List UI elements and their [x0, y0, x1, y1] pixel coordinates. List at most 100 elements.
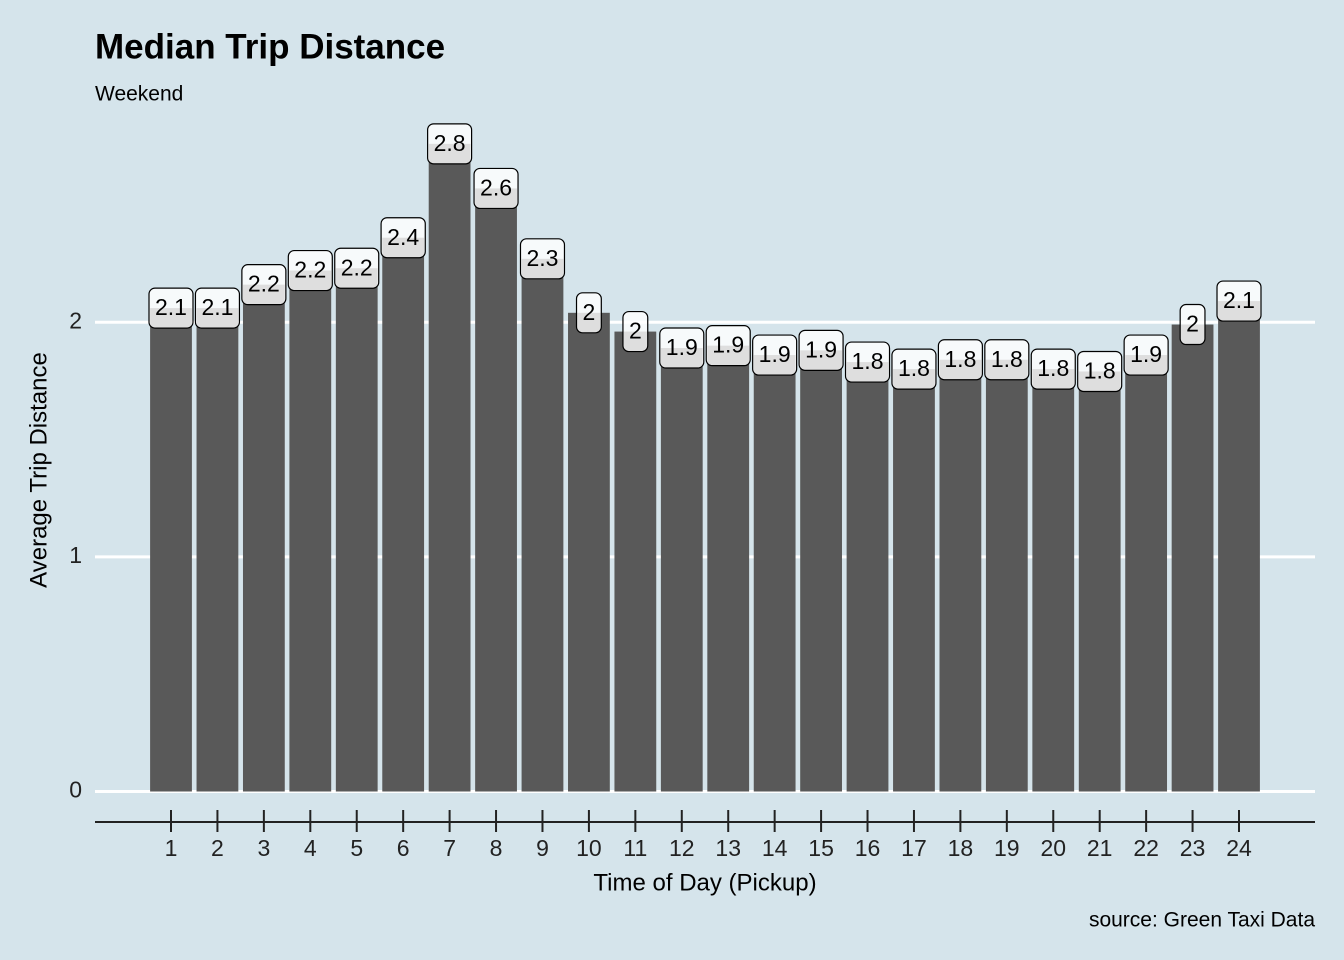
x-tick-label: 7 [443, 835, 456, 861]
value-label-box [575, 292, 602, 334]
value-label-box [891, 348, 937, 390]
value-label-box [334, 247, 380, 289]
bar [614, 331, 657, 792]
value-label-box [984, 339, 1030, 381]
bar [939, 359, 982, 792]
value-label-box [287, 249, 333, 292]
value-label: 1.8 [852, 348, 884, 374]
bar [846, 362, 889, 792]
value-label: 2 [583, 299, 596, 325]
value-label-box [519, 238, 566, 280]
bar [985, 359, 1028, 792]
x-tick-label: 21 [1087, 835, 1113, 861]
value-label-box [1216, 280, 1262, 322]
bar [893, 369, 935, 792]
y-tick-label: 2 [69, 307, 82, 333]
x-tick-label: 14 [762, 835, 788, 861]
x-tick-label: 11 [623, 835, 647, 861]
value-label-box [937, 339, 983, 381]
value-label-box [1179, 303, 1206, 346]
x-tick-label: 13 [715, 835, 741, 861]
bar [1171, 324, 1214, 792]
bar [475, 188, 517, 792]
value-label: 2.6 [480, 175, 512, 201]
value-label-box [705, 325, 751, 367]
x-tick-label: 22 [1133, 835, 1159, 861]
x-tick-label: 5 [350, 835, 363, 861]
value-label: 1.8 [898, 355, 930, 381]
bar [707, 345, 750, 792]
x-tick-label: 18 [948, 835, 974, 861]
value-label-box [427, 123, 473, 165]
value-label: 1.8 [944, 346, 976, 372]
x-tick-label: 4 [304, 835, 317, 861]
bar [196, 308, 239, 792]
value-label: 1.8 [1084, 358, 1116, 384]
value-label: 2.1 [155, 294, 187, 320]
x-tick-label: 23 [1180, 835, 1206, 861]
bar [1125, 355, 1168, 792]
value-label: 1.9 [712, 332, 744, 358]
x-tick-label: 16 [855, 835, 881, 861]
y-axis-title: Average Trip Distance [25, 352, 52, 588]
x-tick-label: 15 [808, 835, 834, 861]
bar [335, 268, 378, 792]
value-label: 2.1 [1223, 287, 1255, 313]
x-tick-label: 17 [901, 835, 927, 861]
value-label: 2.3 [526, 245, 558, 271]
value-label-box [1123, 334, 1169, 376]
value-label-box [473, 167, 519, 210]
value-label-box [1030, 348, 1076, 390]
value-label-box [1077, 350, 1123, 393]
value-label: 2.2 [294, 257, 326, 283]
value-label: 2.4 [387, 224, 419, 250]
bar [521, 258, 564, 792]
caption: source: Green Taxi Data [1089, 909, 1315, 932]
value-label-box [752, 334, 798, 376]
y-tick-label: 0 [69, 777, 82, 803]
bar [242, 284, 285, 792]
bar [1218, 301, 1260, 792]
x-axis-title: Time of Day (Pickup) [593, 869, 816, 896]
x-tick-label: 10 [576, 835, 602, 861]
value-label-box [798, 329, 844, 371]
x-tick-label: 3 [257, 835, 270, 861]
chart-title: Median Trip Distance [95, 27, 445, 66]
bar [568, 312, 610, 792]
bar [1032, 369, 1075, 792]
value-label-box [194, 287, 241, 329]
x-tick-label: 6 [397, 835, 410, 861]
value-label: 1.9 [666, 334, 698, 360]
bar [1078, 371, 1121, 792]
x-tick-label: 12 [669, 835, 695, 861]
chart-subtitle: Weekend [95, 83, 183, 106]
bar [150, 308, 192, 792]
x-tick-label: 1 [165, 835, 178, 861]
bar [382, 237, 425, 792]
value-label-box [844, 341, 891, 383]
value-label-box [380, 217, 426, 259]
value-label: 1.9 [759, 341, 791, 367]
value-label: 1.9 [805, 336, 837, 362]
value-label-box [659, 327, 705, 369]
value-label: 1.8 [991, 346, 1023, 372]
bar [800, 350, 842, 792]
value-label-box [148, 287, 194, 329]
x-tick-label: 24 [1226, 835, 1252, 861]
x-tick-label: 19 [994, 835, 1020, 861]
bar [660, 348, 703, 792]
value-label-box [622, 310, 649, 353]
x-tick-label: 2 [211, 835, 224, 861]
x-tick-label: 9 [536, 835, 549, 861]
value-label: 1.9 [1130, 341, 1162, 367]
value-label-box [241, 264, 287, 306]
value-label: 2 [629, 318, 642, 344]
bar [428, 143, 471, 792]
value-label: 2.2 [248, 271, 280, 297]
value-label: 2 [1186, 311, 1199, 337]
bar [753, 355, 796, 792]
bar [289, 270, 332, 792]
x-tick-label: 8 [490, 835, 503, 861]
